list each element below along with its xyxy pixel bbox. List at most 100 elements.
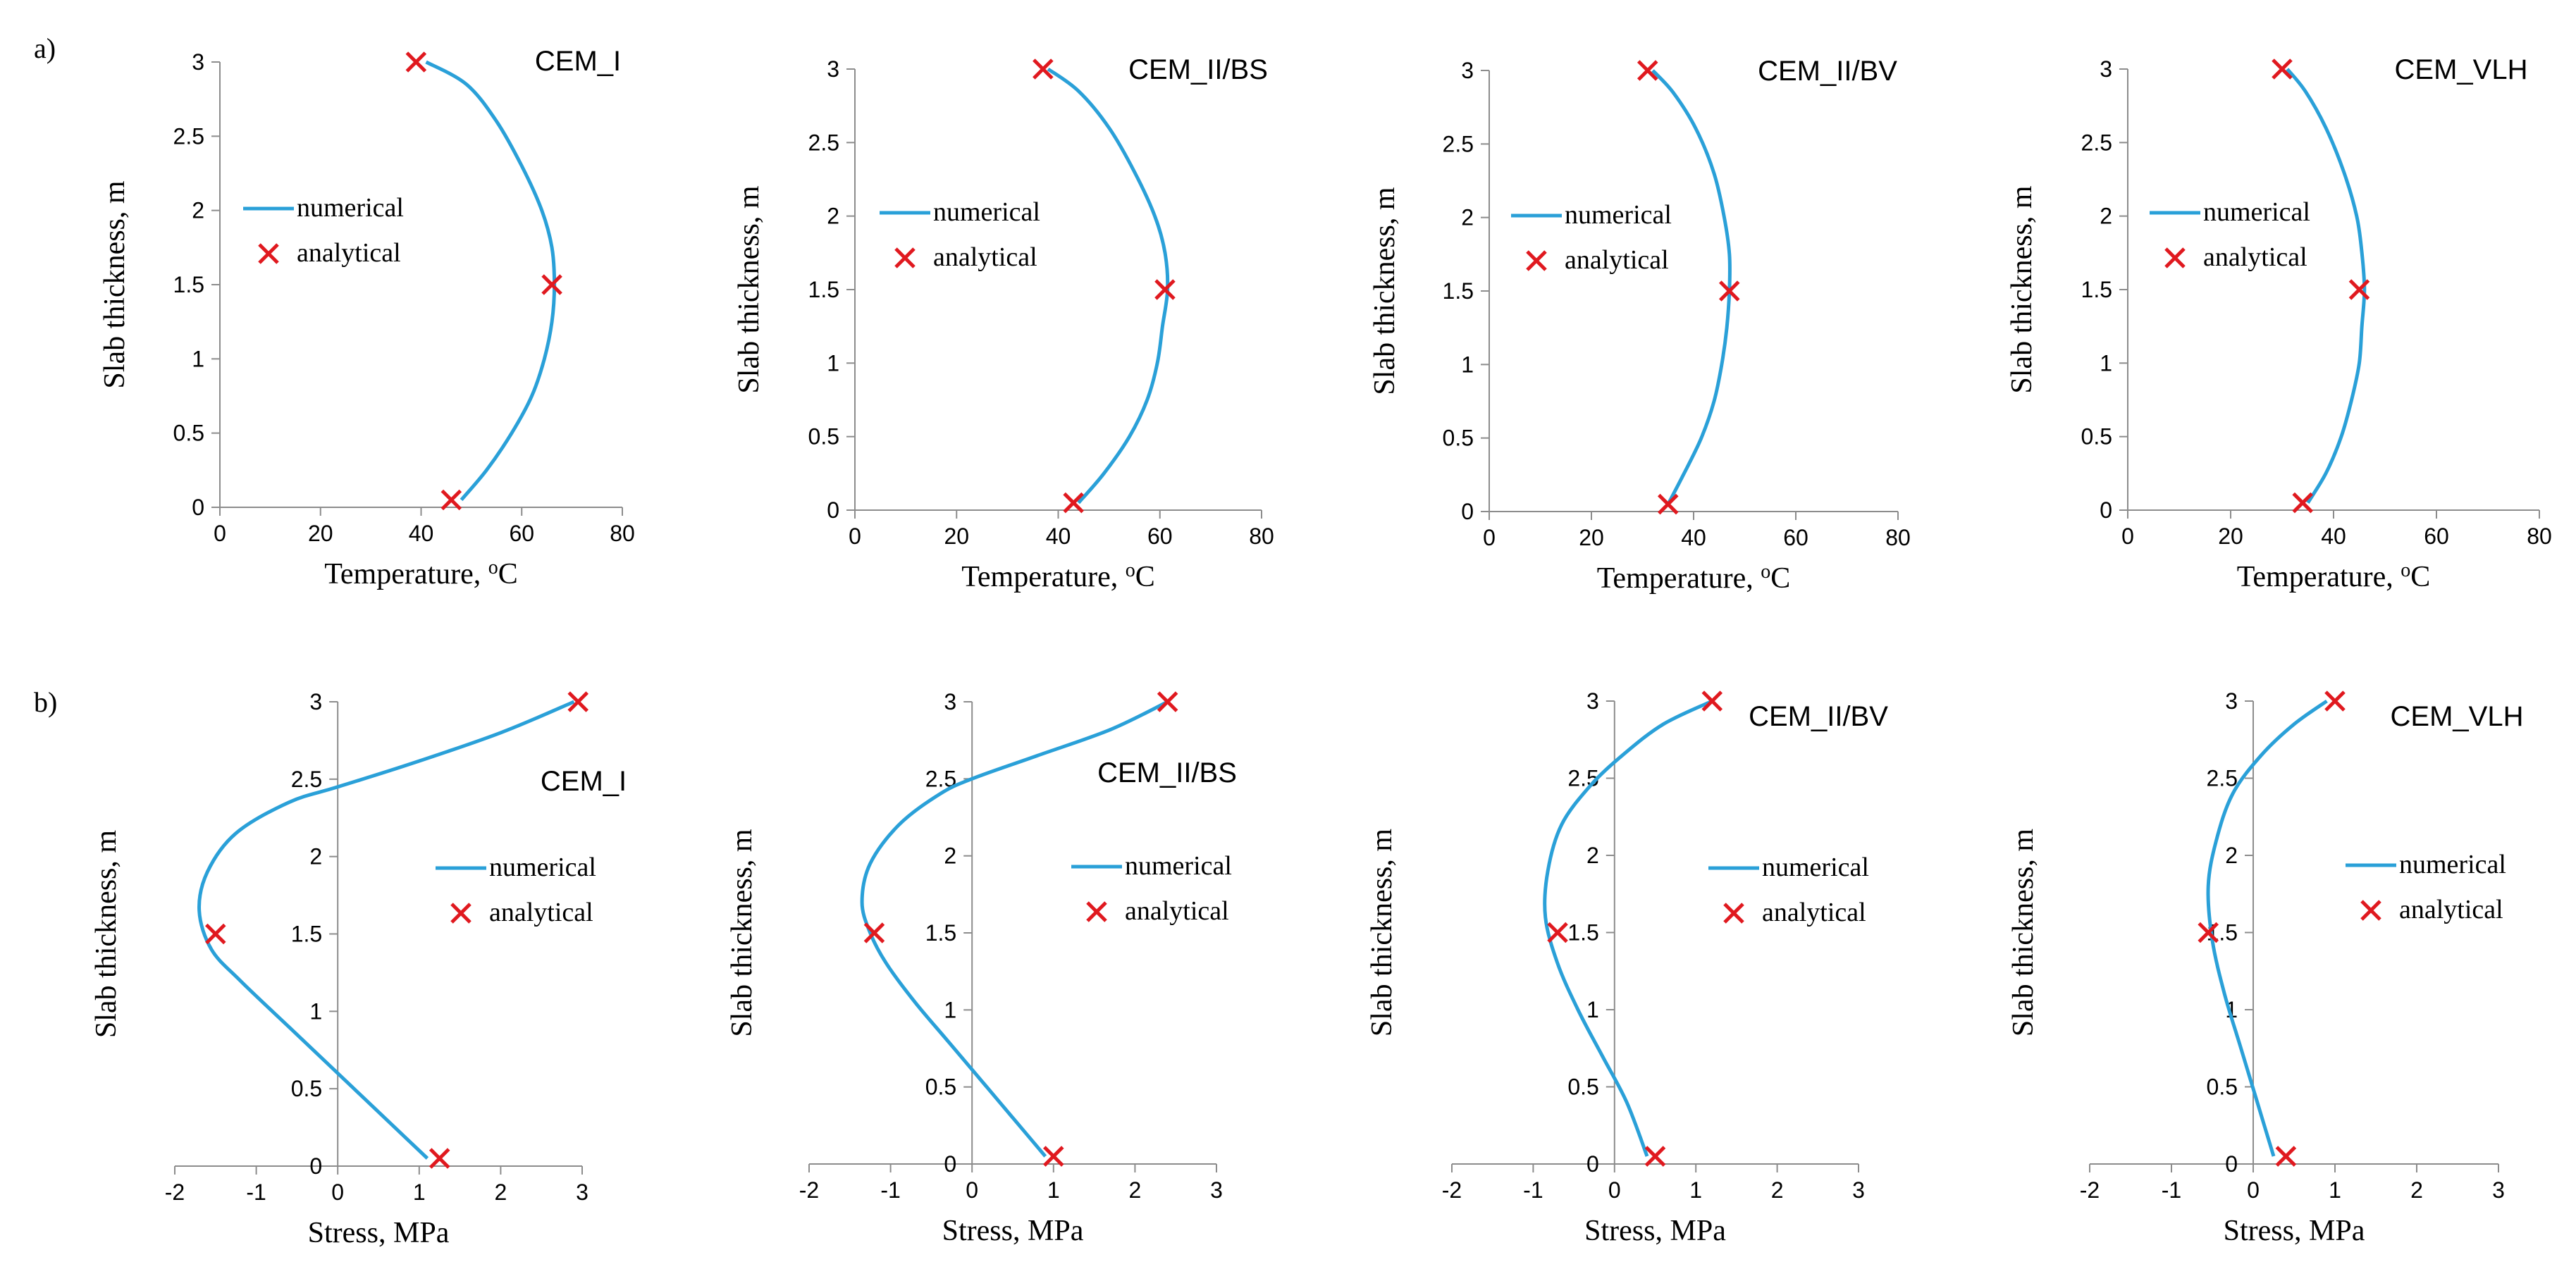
y-tick-label: 2 xyxy=(192,198,204,223)
y-tick-label: 1.5 xyxy=(291,922,322,947)
analytical-marker xyxy=(2324,691,2346,712)
x-tick-label: 80 xyxy=(1885,525,1911,550)
y-tick-label: 2.5 xyxy=(1567,766,1598,791)
x-tick-label: 80 xyxy=(2527,524,2552,549)
x-tick-label: 60 xyxy=(509,521,534,546)
x-axis-title-unit: C xyxy=(498,558,518,590)
analytical-marker xyxy=(1043,1146,1064,1167)
y-tick-label: 2 xyxy=(1461,205,1474,230)
y-tick-label: 1 xyxy=(827,350,839,376)
x-axis-title-superscript: o xyxy=(1126,559,1135,581)
y-tick-label: 0.5 xyxy=(1567,1075,1598,1100)
y-tick-label: 3 xyxy=(2100,56,2112,82)
y-tick-label: 2.5 xyxy=(808,130,839,155)
y-axis-title: Slab thickness, m xyxy=(733,185,765,393)
legend: numerical analytical xyxy=(243,193,404,268)
y-tick-label: 1 xyxy=(309,998,322,1024)
x-axis-title: Stress, MPa xyxy=(1584,1215,1726,1247)
chart-b-cem-ii-bv: -2 -1 0 1 2 3 0 0.5 1 1.5 2 2.5 3 Stress, MPa Slab thi… xyxy=(1366,688,1888,1247)
analytical-marker xyxy=(1033,58,1054,80)
analytical-marker xyxy=(1657,493,1679,515)
y-tick-label: 3 xyxy=(2225,688,2238,714)
x-tick-label: 20 xyxy=(2218,524,2243,549)
x-tick-label: -2 xyxy=(165,1179,185,1205)
x-tick-label: -1 xyxy=(2162,1177,2181,1203)
y-axis-title: Slab thickness, m xyxy=(1369,187,1401,395)
y-tick-label: 0.5 xyxy=(925,1075,956,1100)
y-tick-label: 1 xyxy=(2100,350,2112,376)
x-axis-title: Stress, MPa xyxy=(942,1215,1084,1247)
y-tick-label: 2 xyxy=(827,204,839,229)
y-tick-label: 1.5 xyxy=(1567,920,1598,946)
analytical-marker xyxy=(429,1148,450,1169)
x-tick-label: 1 xyxy=(1047,1177,1060,1203)
y-tick-label: 0.5 xyxy=(173,421,204,446)
y-tick-label: 0 xyxy=(2100,497,2112,523)
x-tick-label: 2 xyxy=(2410,1177,2423,1203)
legend-analytical-label: analytical xyxy=(1125,896,1229,926)
legend: numerical analytical xyxy=(1511,200,1672,275)
legend-analytical-label: analytical xyxy=(489,898,593,927)
x-tick-label: 2 xyxy=(495,1179,507,1205)
y-tick-label: 0 xyxy=(1461,499,1474,524)
chart-a-cem-vlh: 0 20 40 60 80 0 0.5 1 1.5 2 2.5 3 Temperature, oC Sla… xyxy=(2006,54,2552,593)
chart-a-cem-ii-bs: 0 20 40 60 80 0 0.5 1 1.5 2 2.5 3 Temperature, oC Sla… xyxy=(733,54,1274,593)
legend-analytical-label: analytical xyxy=(2399,895,2503,924)
y-tick-label: 1 xyxy=(192,346,204,371)
analytical-marker xyxy=(1063,492,1084,514)
analytical-marker xyxy=(2272,58,2293,80)
x-tick-label: 1 xyxy=(413,1179,426,1205)
legend-numerical-label: numerical xyxy=(1565,200,1672,230)
x-tick-label: 80 xyxy=(610,521,635,546)
numerical-series-line xyxy=(860,700,1169,1158)
y-axis-title: Slab thickness, m xyxy=(90,830,123,1038)
chart-title: CEM_VLH xyxy=(2395,54,2528,85)
y-axis-title: Slab thickness, m xyxy=(99,180,131,388)
x-axis-title-unit: C xyxy=(1135,561,1155,593)
x-tick-label: 0 xyxy=(966,1177,978,1203)
y-tick-label: 0 xyxy=(1586,1151,1599,1177)
x-tick-label: -1 xyxy=(1523,1177,1543,1203)
y-axis-title: Slab thickness, m xyxy=(726,829,758,1036)
chart-a-cem-ii-bv: 0 20 40 60 80 0 0.5 1 1.5 2 2.5 3 Temperature, oC Sla… xyxy=(1369,56,1911,595)
numerical-series-line xyxy=(197,700,575,1160)
y-tick-label: 0.5 xyxy=(1443,426,1474,451)
y-tick-label: 1.5 xyxy=(808,277,839,302)
y-tick-label: 2 xyxy=(2225,843,2238,868)
x-axis-title: Temperature, oC xyxy=(961,559,1155,593)
analytical-marker xyxy=(567,691,588,712)
legend: numerical analytical xyxy=(1071,851,1232,926)
y-tick-label: 2.5 xyxy=(2207,766,2238,791)
numerical-series-line xyxy=(425,60,557,502)
chart-title: CEM_I xyxy=(535,46,621,77)
analytical-marker xyxy=(1157,691,1178,712)
legend-analytical-swatch xyxy=(2360,900,2381,921)
chart-title: CEM_II/BV xyxy=(1749,701,1888,732)
analytical-marker xyxy=(1547,922,1568,943)
panel-label-a: a) xyxy=(34,32,56,64)
analytical-marker xyxy=(1701,691,1723,712)
y-tick-label: 2 xyxy=(309,844,322,869)
y-tick-label: 1.5 xyxy=(925,920,956,946)
legend-analytical-swatch xyxy=(894,247,916,268)
x-tick-label: 60 xyxy=(1783,525,1808,550)
x-axis-title-superscript: o xyxy=(2401,559,2410,581)
legend-analytical-label: analytical xyxy=(1762,898,1866,927)
legend-analytical-label: analytical xyxy=(297,238,401,268)
x-axis-title: Temperature, oC xyxy=(324,557,518,590)
analytical-marker xyxy=(205,923,226,945)
x-tick-label: 3 xyxy=(1852,1177,1865,1203)
x-tick-label: -1 xyxy=(880,1177,900,1203)
legend-numerical-label: numerical xyxy=(297,193,404,223)
x-tick-label: -2 xyxy=(1442,1177,1462,1203)
y-tick-label: 2 xyxy=(944,843,956,869)
analytical-marker xyxy=(1637,60,1658,81)
y-tick-label: 3 xyxy=(827,56,839,82)
y-tick-label: 0 xyxy=(2225,1151,2238,1177)
numerical-series-line xyxy=(1543,699,1713,1157)
y-tick-label: 3 xyxy=(944,689,956,714)
y-tick-label: 2.5 xyxy=(1443,131,1474,156)
y-tick-label: 1.5 xyxy=(173,272,204,297)
chart-title: CEM_II/BS xyxy=(1128,54,1268,85)
numerical-series-line xyxy=(1047,67,1170,504)
